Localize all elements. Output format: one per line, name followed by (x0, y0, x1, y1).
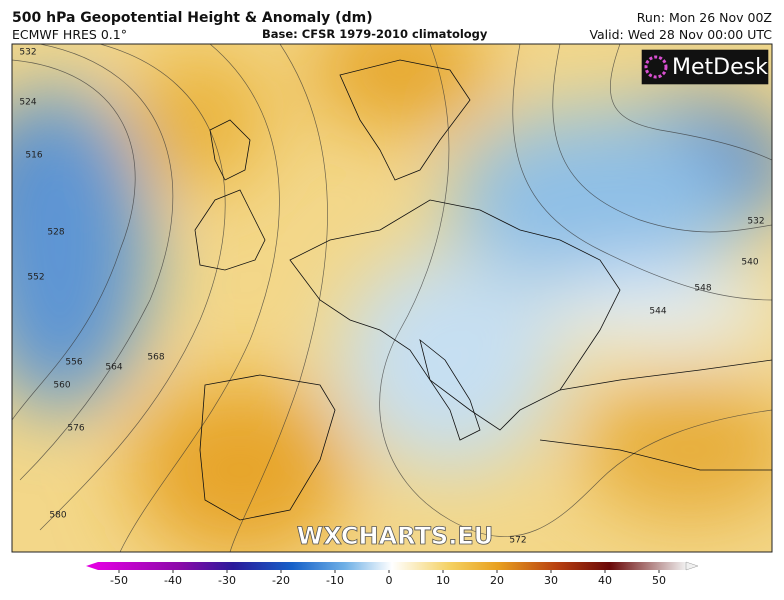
contour-label: 568 (147, 353, 164, 363)
contour-label: 516 (25, 151, 42, 161)
anomaly-field (12, 44, 772, 552)
contour-label: 576 (67, 424, 84, 434)
base: Base: CFSR 1979-2010 climatology (262, 27, 488, 41)
watermark: WXCHARTS.EU (297, 522, 493, 550)
contour-label: 572 (509, 536, 526, 546)
contour-label: 556 (65, 358, 82, 368)
contour-label: 528 (47, 228, 64, 238)
contour-label: 564 (105, 363, 122, 373)
contour-label: 532 (747, 217, 764, 227)
contour-label: 580 (49, 511, 66, 521)
contour-label: 552 (27, 273, 44, 283)
contour-label: 544 (649, 307, 666, 317)
colorbar-tick-label: -50 (110, 574, 128, 587)
colorbar-tick-label: -10 (326, 574, 344, 587)
colorbar-tick-label: 50 (652, 574, 666, 587)
run: Run: Mon 26 Nov 00Z (636, 10, 772, 25)
valid: Valid: Wed 28 Nov 00:00 UTC (589, 27, 772, 42)
colorbar-tick-label: 30 (544, 574, 558, 587)
colorbar-min-extension (86, 562, 98, 570)
title: 500 hPa Geopotential Height & Anomaly (d… (12, 10, 373, 26)
contour-label: 548 (694, 284, 711, 294)
colorbar-tick-label: -20 (272, 574, 290, 587)
colorbar-tick-label: 40 (598, 574, 612, 587)
colorbar-tick-label: 0 (386, 574, 393, 587)
colorbar-tick-label: 20 (490, 574, 504, 587)
colorbar-tick-label: -30 (218, 574, 236, 587)
contour-label: 560 (53, 381, 70, 391)
model: ECMWF HRES 0.1° (12, 27, 127, 42)
contour-label: 540 (741, 258, 758, 268)
colorbar-tick-label: 10 (436, 574, 450, 587)
contour-label: 532 (19, 48, 36, 58)
colorbar-tick-label: -40 (164, 574, 182, 587)
colorbar (98, 562, 686, 570)
logo-icon (644, 55, 668, 79)
contour-label: 524 (19, 98, 36, 108)
logo: MetDesk (672, 55, 768, 80)
colorbar-max-extension (685, 561, 699, 571)
